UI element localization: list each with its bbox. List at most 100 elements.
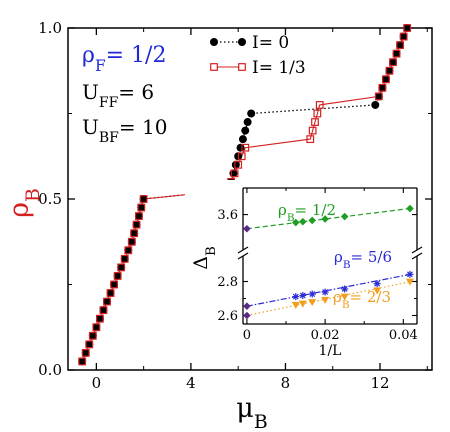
point-i13 [399, 32, 408, 41]
inset-point [321, 215, 329, 223]
inset-axis-break [237, 246, 249, 254]
inset-point [308, 290, 316, 298]
inset-point [373, 287, 382, 295]
inset-y-tick-label: 3.6 [217, 208, 238, 223]
point-i0 [92, 323, 101, 332]
inset-x-tick-label: 0.04 [389, 328, 418, 343]
inset-y-tick-label: 2.8 [217, 275, 238, 290]
point-i0 [103, 297, 111, 306]
point-i0 [117, 263, 126, 272]
point-i0 [389, 58, 397, 67]
point-i0 [371, 100, 380, 109]
point-i0 [99, 306, 108, 315]
inset-point [291, 301, 300, 309]
point-i13 [392, 49, 401, 58]
point-i0 [385, 66, 394, 75]
inset-axis-break [411, 246, 423, 254]
inset-fit-line [246, 273, 411, 307]
point-i13 [315, 101, 324, 109]
point-i0 [85, 340, 94, 349]
point-i13 [124, 246, 133, 255]
main-x-tick-label: 8 [281, 374, 291, 392]
point-i13 [120, 254, 129, 263]
inset-y-axis-label: ΔB [190, 246, 219, 270]
point-i0 [238, 135, 247, 144]
point-i13 [237, 152, 246, 161]
point-i13 [132, 220, 141, 229]
legend-marker-i0 [238, 38, 246, 46]
point-i13 [311, 118, 319, 126]
inset-axis-break [237, 252, 249, 260]
inset-extrapolated-point [243, 311, 251, 320]
point-i0 [130, 229, 139, 238]
inset-point [291, 218, 300, 227]
point-i0 [78, 357, 87, 366]
point-i13 [106, 289, 115, 297]
inset-point [405, 278, 414, 286]
point-i13 [92, 323, 101, 332]
point-i13 [130, 229, 139, 238]
point-i0 [396, 41, 405, 50]
x-axis-label: μB [236, 393, 267, 432]
inset-series-label: ρB= 2/3 [333, 288, 391, 311]
inset-background [185, 180, 425, 362]
main-y-tick-label: 0.0 [38, 361, 62, 379]
point-i13 [117, 263, 126, 272]
point-i0 [124, 246, 133, 255]
legend-marker-i0 [210, 38, 218, 46]
point-i13 [241, 143, 250, 152]
main-y-tick-label: 1.0 [38, 19, 62, 37]
point-i0 [81, 348, 90, 357]
point-i13 [230, 169, 239, 178]
point-i0 [95, 314, 104, 323]
inset-point [406, 204, 414, 213]
point-i13 [378, 83, 387, 92]
point-i13 [78, 357, 87, 366]
point-i0 [137, 203, 146, 212]
inset-point [321, 288, 329, 296]
point-i13 [110, 280, 118, 289]
inset-plot: 0 0.02 0.04 2.6 2.8 3.6 1/L ΔB ρB= 1/2 ρB= 5/6 ρB=… [185, 180, 425, 362]
inset-series-label: ρB= 5/6 [334, 248, 392, 271]
point-i13 [139, 195, 148, 203]
point-i13 [137, 203, 146, 212]
point-i13 [135, 212, 143, 221]
legend-marker-i13 [210, 63, 218, 71]
point-i0 [113, 271, 122, 280]
point-i13 [385, 66, 394, 75]
inset-y-tick-label: 2.6 [217, 309, 238, 324]
inset-x-tick-label: 0.02 [311, 328, 340, 343]
point-i0 [120, 254, 129, 263]
inset-point [341, 285, 349, 293]
inset-point [299, 217, 307, 226]
main-axes: 0 4 8 12 0.0 0.5 1.0 μB ρB [4, 19, 433, 432]
point-i0 [110, 280, 119, 289]
legend-marker-i13 [238, 63, 246, 71]
point-i13 [389, 58, 397, 67]
inset-x-axis-label: 1/L [319, 343, 342, 359]
inset-point [321, 296, 330, 304]
main-y-tick-label: 0.5 [38, 190, 62, 208]
main-x-tick-label: 0 [92, 374, 102, 392]
inset-point [406, 270, 414, 278]
point-i13 [382, 75, 390, 84]
main-x-tick-label: 12 [370, 374, 389, 392]
point-i13 [99, 306, 108, 315]
point-i13 [127, 237, 136, 246]
inset-series-label: ρB= 1/2 [278, 201, 336, 224]
point-i0 [231, 160, 240, 169]
inset-point [292, 293, 300, 301]
annotation-u-ff: UFF= 6 [82, 80, 154, 111]
inset-point [299, 291, 307, 299]
point-i0 [134, 212, 143, 221]
point-i0 [106, 289, 115, 298]
point-i13 [308, 126, 317, 135]
point-i0 [374, 92, 383, 101]
point-i13 [374, 92, 383, 101]
point-i0 [139, 195, 148, 203]
main-x-tick-label: 4 [186, 374, 196, 392]
point-i13 [313, 109, 322, 118]
point-i0 [241, 126, 250, 135]
annotation-u-bf: UBF= 10 [82, 115, 167, 146]
